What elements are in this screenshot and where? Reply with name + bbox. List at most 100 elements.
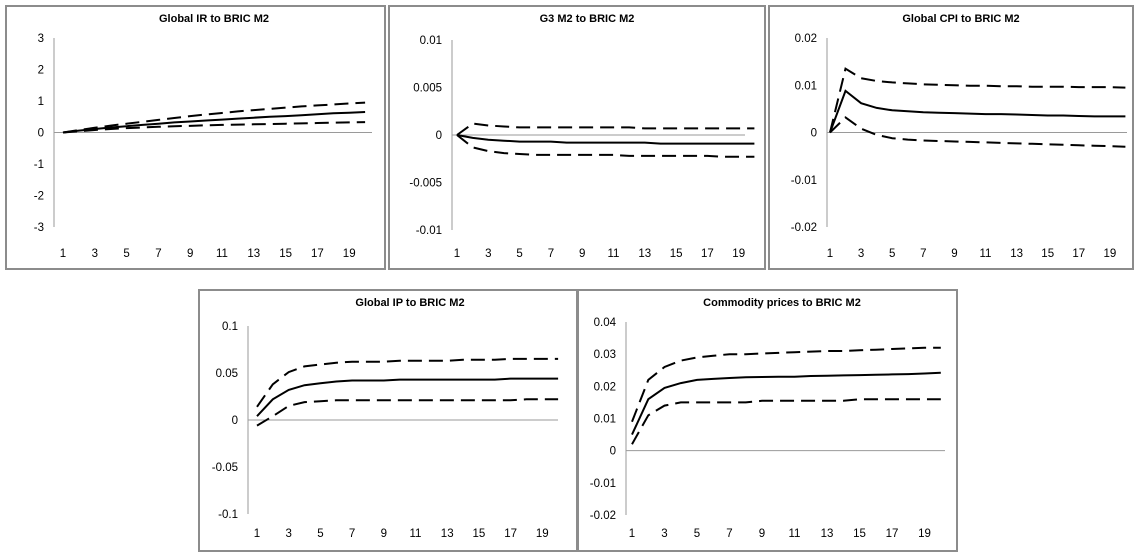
- y-tick-label: -0.005: [409, 178, 442, 190]
- y-tick-label: 3: [38, 33, 44, 45]
- y-tick-label: -0.01: [791, 175, 817, 187]
- y-tick-label: -1: [34, 159, 44, 171]
- y-tick-label: 0.01: [420, 35, 442, 47]
- series-line-response: [631, 371, 941, 436]
- x-tick-label: 11: [980, 248, 992, 260]
- x-tick-label: 19: [536, 528, 549, 540]
- x-tick-label: 3: [92, 248, 98, 260]
- chart-panel-commodity-prices: Commodity prices to BRIC M2 0.04 0.03 0.02 0…: [577, 289, 958, 552]
- y-tick-label: 0.02: [795, 33, 817, 45]
- x-tick-label: 15: [473, 528, 486, 540]
- x-tick-label: 17: [886, 528, 899, 540]
- x-tick-label: 19: [1104, 248, 1117, 260]
- chart-svg-global-ip: Global IP to BRIC M20.10.050-0.05-0.11 3 5…: [212, 297, 559, 540]
- chart-title: G3 M2 to BRIC M2: [540, 13, 635, 25]
- x-tick-label: 7: [920, 248, 926, 260]
- x-tick-label: 9: [381, 528, 387, 540]
- series-line-upper-band: [631, 346, 941, 423]
- x-tick-label: 9: [759, 528, 765, 540]
- x-tick-label: 11: [216, 248, 228, 260]
- series-line-response: [256, 377, 559, 417]
- x-tick-label: 13: [1010, 248, 1023, 260]
- y-tick-label: 0: [811, 128, 817, 140]
- y-tick-label: -0.01: [416, 225, 442, 237]
- chart-title: Commodity prices to BRIC M2: [703, 297, 861, 309]
- x-tick-label: 1: [454, 248, 460, 260]
- x-tick-label: 3: [858, 248, 864, 260]
- chart-title: Global IP to BRIC M2: [355, 297, 464, 309]
- y-tick-label: 0.01: [594, 414, 616, 426]
- x-tick-label: 17: [701, 248, 714, 260]
- series-line-response: [456, 134, 755, 145]
- chart-panel-g3-m2: G3 M2 to BRIC M2 0.01 0.005 0 -0.005 -0.01 1 3 5…: [388, 5, 766, 270]
- x-tick-label: 13: [821, 528, 834, 540]
- y-tick-label: 0.04: [594, 317, 617, 329]
- x-tick-label: 19: [918, 528, 931, 540]
- chart-panel-global-ir: Global IR to BRIC M2 3 2 1 0 -1 -2 -3 1 3 5 7 9 11 13 1…: [5, 5, 386, 270]
- y-tick-label: -0.02: [590, 510, 616, 522]
- x-tick-label: 9: [187, 248, 193, 260]
- x-tick-label: 1: [827, 248, 833, 260]
- x-tick-label: 7: [548, 248, 554, 260]
- y-tick-label: 2: [38, 65, 44, 77]
- x-tick-label: 19: [732, 248, 745, 260]
- series-line-upper-band: [62, 101, 366, 134]
- y-tick-label: 0.02: [594, 381, 616, 393]
- series-line-lower-band: [256, 398, 559, 427]
- x-tick-label: 13: [441, 528, 454, 540]
- x-tick-label: 7: [349, 528, 355, 540]
- x-tick-label: 1: [60, 248, 66, 260]
- x-tick-label: 15: [1041, 248, 1054, 260]
- x-tick-label: 5: [516, 248, 522, 260]
- x-tick-label: 15: [670, 248, 683, 260]
- y-tick-label: -2: [34, 191, 44, 203]
- x-tick-label: 9: [579, 248, 585, 260]
- x-tick-label: 17: [311, 248, 324, 260]
- x-tick-label: 15: [853, 528, 866, 540]
- chart-title: Global CPI to BRIC M2: [902, 13, 1019, 25]
- y-tick-label: -0.02: [791, 222, 817, 234]
- x-tick-label: 15: [279, 248, 292, 260]
- chart-panel-global-ip: Global IP to BRIC M2 0.1 0.05 0 -0.05 -0.1 1 3 5…: [198, 289, 578, 552]
- x-tick-label: 13: [247, 248, 260, 260]
- x-tick-label: 5: [889, 248, 895, 260]
- y-tick-label: 0: [232, 415, 238, 427]
- x-tick-label: 17: [504, 528, 517, 540]
- x-tick-label: 1: [254, 528, 260, 540]
- y-tick-label: -0.05: [212, 462, 238, 474]
- x-tick-label: 3: [285, 528, 291, 540]
- series-line-lower-band: [62, 121, 366, 134]
- series-line-upper-band: [829, 67, 1126, 133]
- series-line-upper-band: [256, 357, 559, 408]
- series-line-response: [829, 89, 1126, 133]
- x-tick-label: 17: [1072, 248, 1085, 260]
- x-tick-label: 3: [485, 248, 491, 260]
- chart-svg-commodity-prices: Commodity prices to BRIC M2 0.04 0.03 0.02 0…: [590, 297, 945, 540]
- series-line-lower-band: [829, 116, 1126, 148]
- x-tick-label: 1: [629, 528, 635, 540]
- chart-panel-global-cpi: Global CPI to BRIC M2 0.02 0.01 0 -0.01 -0.02…: [768, 5, 1134, 270]
- y-tick-label: 0.05: [216, 368, 238, 380]
- y-tick-label: 0.005: [413, 83, 442, 95]
- y-tick-label: -3: [34, 222, 44, 234]
- series-line-lower-band: [631, 398, 941, 445]
- x-tick-label: 11: [410, 528, 422, 540]
- y-tick-label: -0.1: [218, 509, 238, 521]
- chart-svg-g3-m2: G3 M2 to BRIC M2 0.01 0.005 0 -0.005 -0.01 1 3 5…: [409, 13, 755, 260]
- y-tick-label: 0: [436, 130, 442, 142]
- x-tick-label: 9: [951, 248, 957, 260]
- x-tick-label: 11: [789, 528, 801, 540]
- series-line-upper-band: [456, 122, 755, 136]
- series-line-response: [62, 111, 366, 134]
- x-tick-label: 19: [343, 248, 356, 260]
- series-line-lower-band: [456, 134, 755, 158]
- y-tick-label: 0: [610, 446, 616, 458]
- chart-svg-global-cpi: Global CPI to BRIC M2 0.02 0.01 0 -0.01 -0.02…: [791, 13, 1127, 260]
- x-tick-label: 7: [155, 248, 161, 260]
- x-tick-label: 5: [123, 248, 129, 260]
- y-tick-label: 0.01: [795, 80, 817, 92]
- x-tick-label: 5: [317, 528, 323, 540]
- y-tick-label: 0: [38, 128, 44, 140]
- x-tick-label: 3: [661, 528, 667, 540]
